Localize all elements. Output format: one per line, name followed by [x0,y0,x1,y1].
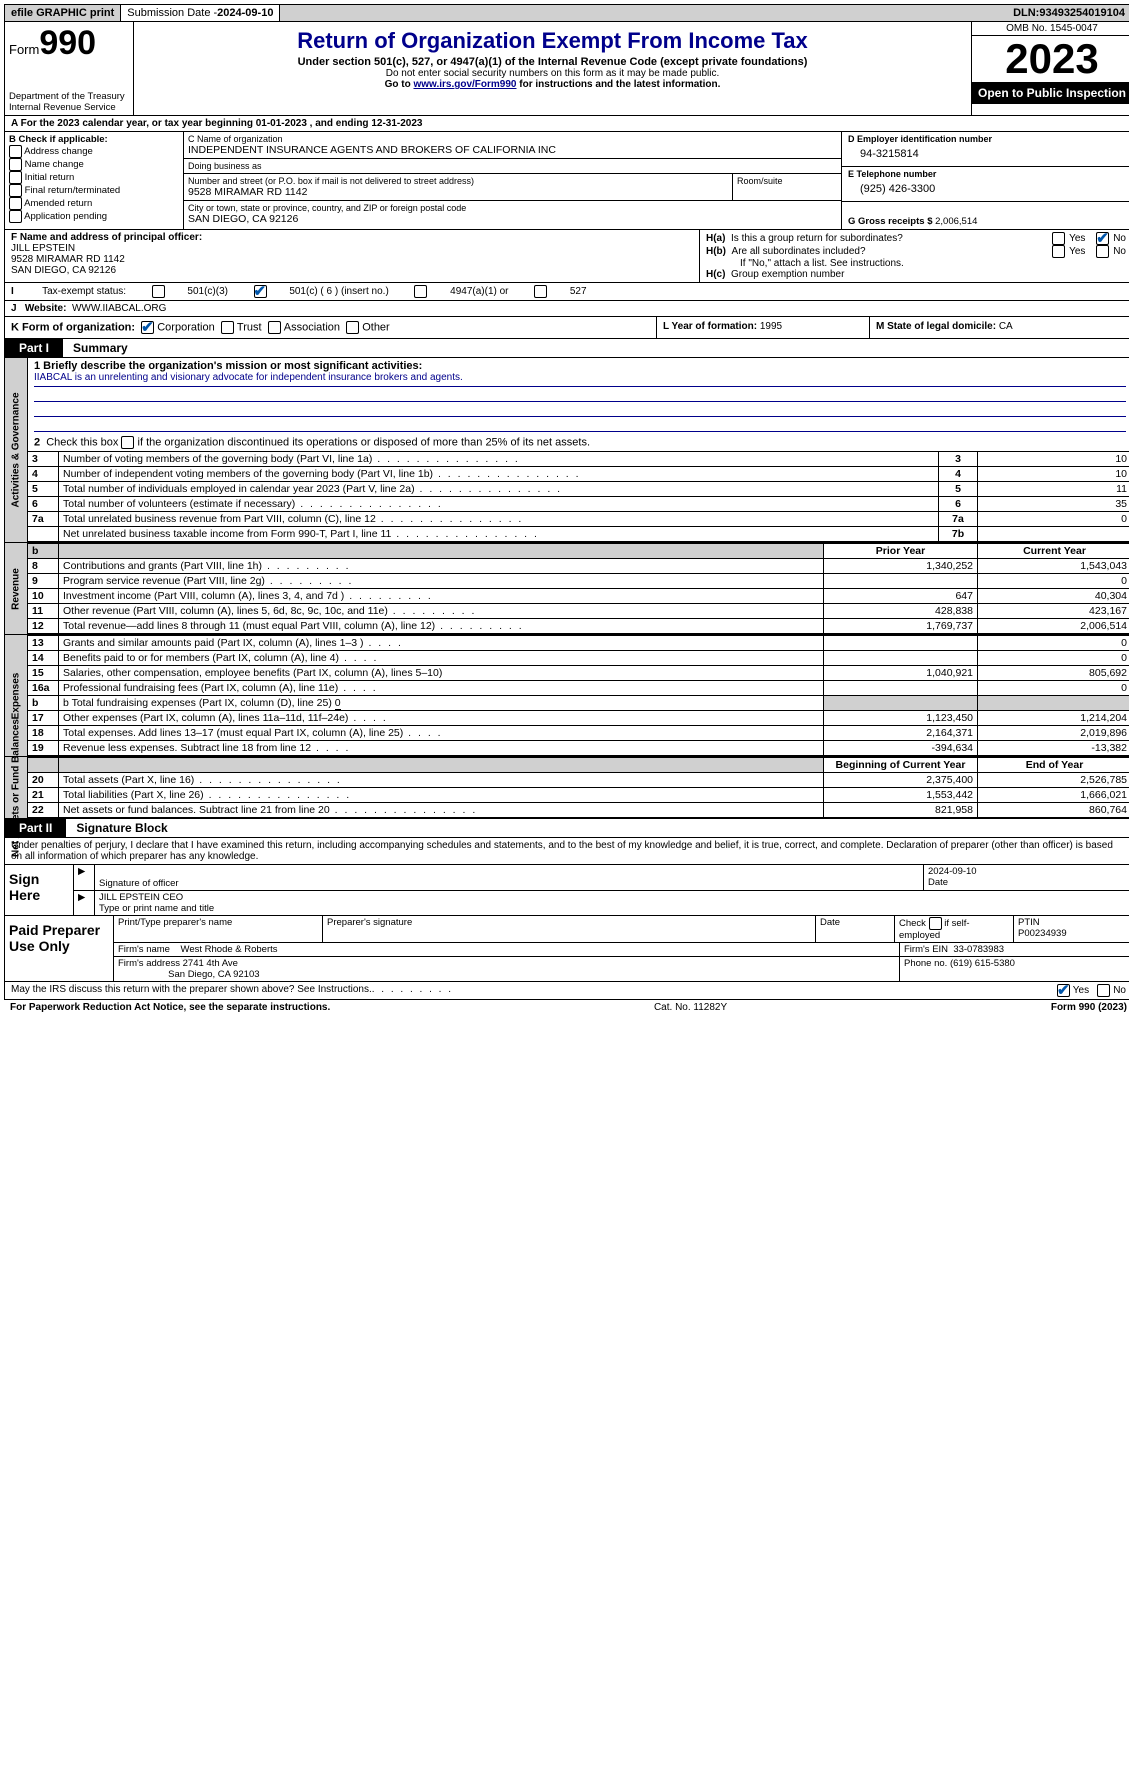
vlabel-governance: Activities & Governance [5,358,28,542]
box-l: L Year of formation: 1995 [657,317,870,338]
omb-number: OMB No. 1545-0047 [972,22,1129,36]
part1-tag: Part I [5,339,63,357]
section-expenses: Expenses 13Grants and similar amounts pa… [4,635,1129,757]
cb-amended-return[interactable]: Amended return [9,197,179,210]
cb-discuss-yes[interactable] [1057,984,1070,997]
department-label: Department of the Treasury Internal Reve… [9,91,129,113]
section-netassets: Net Assets or Fund Balances Beginning of… [4,757,1129,819]
sign-here-block: Sign Here ▶ Signature of officer 2024-09… [4,865,1129,916]
part1-title: Summary [63,339,138,357]
form-number: Form990 [9,24,129,63]
cb-self-employed[interactable] [929,917,942,930]
irs-discuss-row: May the IRS discuss this return with the… [4,982,1129,1000]
cb-ha-yes[interactable] [1052,232,1065,245]
revenue-table: bPrior YearCurrent Year8Contributions an… [28,543,1129,634]
org-name-cell: C Name of organization INDEPENDENT INSUR… [184,132,841,159]
header-right: OMB No. 1545-0047 2023 Open to Public In… [971,22,1129,115]
paid-preparer-block: Paid Preparer Use Only Print/Type prepar… [4,916,1129,982]
top-bar: efile GRAPHIC print Submission Date - 20… [4,4,1129,22]
phone-cell: E Telephone number (925) 426-3300 [842,167,1129,202]
ssn-note: Do not enter social security numbers on … [142,68,963,79]
box-f: F Name and address of principal officer:… [5,230,700,282]
row-a-tax-year: A For the 2023 calendar year, or tax yea… [4,116,1129,132]
section-revenue: Revenue bPrior YearCurrent Year8Contribu… [4,543,1129,635]
row-fh: F Name and address of principal officer:… [4,229,1129,283]
form-title: Return of Organization Exempt From Incom… [142,28,963,54]
netassets-table: Beginning of Current YearEnd of Year20To… [28,757,1129,818]
cb-501c[interactable] [254,285,267,298]
submission-date: Submission Date - 2024-09-10 [121,5,280,21]
signature-declaration: Under penalties of perjury, I declare th… [4,838,1129,865]
cb-discuss-no[interactable] [1097,984,1110,997]
expenses-table: 13Grants and similar amounts paid (Part … [28,635,1129,756]
cb-application-pending[interactable]: Application pending [9,210,179,223]
header-left: Form990 Department of the Treasury Inter… [5,22,134,115]
cb-corp[interactable] [141,321,154,334]
dln: DLN: 93493254019104 [1007,5,1129,21]
sign-here-label: Sign Here [5,865,74,915]
cb-other[interactable] [346,321,359,334]
website-value: WWW.IIABCAL.ORG [72,303,166,314]
cb-discontinued[interactable] [121,436,134,449]
form-subtitle: Under section 501(c), 527, or 4947(a)(1)… [142,56,963,68]
cb-name-change[interactable]: Name change [9,158,179,171]
topbar-spacer [280,5,1007,21]
identity-block: B Check if applicable: Address change Na… [4,132,1129,229]
cb-assoc[interactable] [268,321,281,334]
cb-501c3[interactable] [152,285,165,298]
row-j: J Website: WWW.IIABCAL.ORG [4,301,1129,317]
dba-cell: Doing business as [184,159,841,174]
cb-4947[interactable] [414,285,427,298]
efile-print-button[interactable]: efile GRAPHIC print [5,5,121,21]
cb-address-change[interactable]: Address change [9,145,179,158]
cb-hb-yes[interactable] [1052,245,1065,258]
instructions-note: Go to www.irs.gov/Form990 for instructio… [142,79,963,90]
cb-hb-no[interactable] [1096,245,1109,258]
form-header: Form990 Department of the Treasury Inter… [4,22,1129,116]
box-c: C Name of organization INDEPENDENT INSUR… [184,132,842,229]
governance-table: 3Number of voting members of the governi… [28,451,1129,542]
box-m: M State of legal domicile: CA [870,317,1129,338]
ein-cell: D Employer identification number 94-3215… [842,132,1129,167]
cb-trust[interactable] [221,321,234,334]
open-inspection-badge: Open to Public Inspection [972,82,1129,104]
part1-header: Part I Summary [4,339,1129,358]
box-h: H(a) Is this a group return for subordin… [700,230,1129,282]
street-row: Number and street (or P.O. box if mail i… [184,174,841,201]
instructions-link[interactable]: www.irs.gov/Form990 [413,79,516,90]
row-klm: K Form of organization: Corporation Trus… [4,317,1129,339]
box-k: K Form of organization: Corporation Trus… [5,317,657,338]
part2-header: Part II Signature Block [4,819,1129,838]
header-middle: Return of Organization Exempt From Incom… [134,22,971,115]
cb-final-return[interactable]: Final return/terminated [9,184,179,197]
paid-preparer-label: Paid Preparer Use Only [5,916,114,981]
cb-527[interactable] [534,285,547,298]
city-cell: City or town, state or province, country… [184,201,841,227]
box-b-title: B Check if applicable: [9,134,179,145]
line2-discontinued: 2 Check this box if the organization dis… [28,434,1129,451]
cb-ha-no[interactable] [1096,232,1109,245]
tax-year: 2023 [972,36,1129,82]
section-governance: Activities & Governance 1 Briefly descri… [4,358,1129,543]
cb-initial-return[interactable]: Initial return [9,171,179,184]
box-b: B Check if applicable: Address change Na… [5,132,184,229]
receipts-cell: G Gross receipts $ 2,006,514 [842,202,1129,229]
line1-mission: 1 Briefly describe the organization's mi… [28,358,1129,434]
page-footer: For Paperwork Reduction Act Notice, see … [4,1000,1129,1015]
hb-note: If "No," attach a list. See instructions… [706,258,1126,269]
row-i: I Tax-exempt status: 501(c)(3) 501(c) ( … [4,283,1129,301]
box-de: D Employer identification number 94-3215… [842,132,1129,229]
